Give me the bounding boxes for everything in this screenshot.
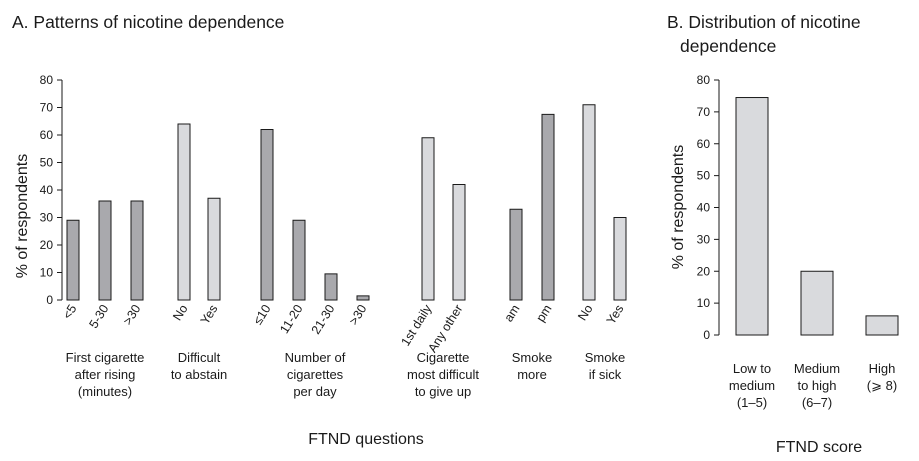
category-label: medium [729,378,775,393]
bar [177,123,191,301]
y-tick-label: 20 [40,238,54,252]
bar [98,200,112,301]
y-tick-label: 40 [697,201,711,215]
bar-label: >30 [346,302,369,327]
panel-a-group-labels: First cigarette after rising (minutes) Diff… [66,350,626,399]
bar [509,208,523,301]
group-label: most difficult [407,367,479,382]
category-label: High [869,361,896,376]
y-tick-label: 30 [40,211,54,225]
bar [865,315,899,336]
bar-label: No [575,302,595,323]
category-label: Medium [794,361,840,376]
bar [324,273,338,301]
bar-label: <5 [60,302,79,322]
panel-b-bars [735,97,899,336]
y-tick-label: 10 [697,296,711,310]
group-label: Cigarette [417,350,470,365]
panel-b-x-axis-label: FTND score [776,439,862,456]
y-tick-label: 70 [40,101,54,115]
group-label: to abstain [171,367,227,382]
panel-a-y-axis-label: % of respondents [14,154,31,279]
bar [735,97,769,336]
group-label: (minutes) [78,384,132,399]
bar [130,200,144,301]
y-tick-label: 60 [40,128,54,142]
y-tick-label: 0 [703,328,710,342]
bar [207,197,221,301]
y-tick-label: 80 [697,73,711,87]
bar-label: 11-20 [277,302,305,336]
bar [800,270,834,336]
bar [452,184,466,301]
bar-label: pm [533,302,554,324]
bar [613,217,627,301]
panel-b-y-ticks: 0 10 20 30 40 50 60 70 80 [697,73,719,342]
group-label: if sick [589,367,622,382]
group-label: Number of [285,350,346,365]
panel-b: B. Distribution of nicotine dependence %… [667,12,899,456]
panel-b-y-axis-label: % of respondents [670,145,687,270]
bar [66,219,80,301]
category-label: to high [797,378,836,393]
y-tick-label: 50 [40,156,54,170]
bar-label: am [501,302,522,324]
bar-label: Yes [604,302,627,327]
group-label: Smoke [512,350,552,365]
bar-label: Yes [198,302,221,327]
group-label: to give up [415,384,471,399]
group-label: more [517,367,547,382]
category-label: (6–7) [802,395,832,410]
panel-a-title: A. Patterns of nicotine dependence [12,12,284,32]
panel-a-y-ticks: 0 10 20 30 40 50 60 70 80 [40,73,62,307]
bar-label: No [170,302,190,323]
bar [260,129,274,301]
bar-label: >30 [120,302,143,327]
bar [582,104,596,301]
bar-label: 21-30 [309,302,338,337]
y-tick-label: 50 [697,169,711,183]
bar [541,113,555,301]
group-label: Difficult [178,350,221,365]
category-label: Low to [733,361,771,376]
y-tick-label: 20 [697,264,711,278]
bar [356,295,370,301]
panel-a-bars [66,104,627,301]
group-label: Smoke [585,350,625,365]
y-tick-label: 10 [40,266,54,280]
panel-a-bar-labels: <5 5-30 >30 No Yes ≤10 11-20 21-30 >30 1st dailyA… [60,302,626,355]
bar [292,219,306,301]
group-label: First cigarette [66,350,145,365]
group-label: per day [293,384,337,399]
panel-b-category-labels: Low to medium (1–5) Medium to high (6–7) High (… [729,361,897,410]
y-tick-label: 0 [46,293,53,307]
group-label: cigarettes [287,367,344,382]
y-tick-label: 30 [697,232,711,246]
panel-b-title-line2: dependence [680,36,776,56]
panel-a-x-axis-label: FTND questions [308,431,424,448]
y-tick-label: 60 [697,137,711,151]
panel-a: A. Patterns of nicotine dependence % of … [12,12,627,448]
panel-b-title: B. Distribution of nicotine [667,12,861,32]
y-tick-label: 40 [40,183,54,197]
y-tick-label: 70 [697,105,711,119]
category-label: (1–5) [737,395,767,410]
group-label: after rising [75,367,136,382]
bar [421,137,435,301]
category-label: (⩾ 8) [867,378,897,393]
y-tick-label: 80 [40,73,54,87]
bar-label: 5-30 [86,302,111,331]
bar-label: ≤10 [251,302,274,327]
